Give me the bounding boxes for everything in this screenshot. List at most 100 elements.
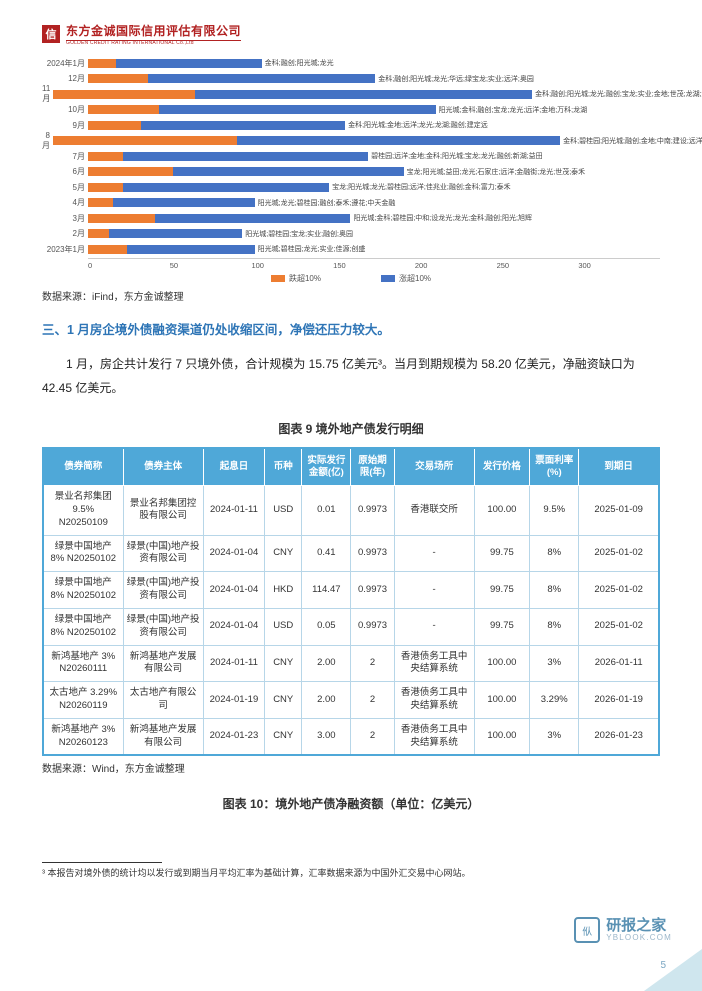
fig9-title: 图表 9 境外地产债发行明细 bbox=[42, 420, 660, 437]
table-cell: 3.29% bbox=[530, 682, 579, 719]
table-cell: 2024-01-04 bbox=[203, 572, 265, 609]
fig9-source: 数据来源：Wind，东方金诚整理 bbox=[42, 760, 660, 775]
table-cell: 8% bbox=[530, 535, 579, 572]
bar-seg-a bbox=[88, 152, 123, 161]
table-cell: 2.00 bbox=[302, 645, 351, 682]
table-header: 票面利率(%) bbox=[530, 448, 579, 486]
table-cell: 2025-01-09 bbox=[579, 486, 659, 535]
bar-seg-a bbox=[88, 74, 148, 83]
table-cell: 2024-01-11 bbox=[203, 645, 265, 682]
section-3-para: 1 月，房企共计发行 7 只境外债，合计规模为 15.75 亿美元³。当月到期规… bbox=[42, 352, 660, 400]
table-row: 太古地产 3.29% N20260119太古地产有限公司2024-01-19CN… bbox=[43, 682, 659, 719]
table-cell: USD bbox=[265, 486, 302, 535]
bar-seg-a bbox=[88, 245, 127, 254]
bar-seg-a bbox=[88, 167, 173, 176]
bar-end-label: 金科;融创;阳光城;龙光 bbox=[265, 58, 334, 68]
table-cell: - bbox=[394, 572, 474, 609]
chart-row: 2024年1月 金科;融创;阳光城;龙光 bbox=[42, 56, 660, 70]
y-axis-label: 2024年1月 bbox=[42, 58, 88, 69]
table-cell: 2024-01-11 bbox=[203, 486, 265, 535]
bar-end-label: 阳光城;碧桂园;龙光;实业;佳源;创盛 bbox=[258, 244, 366, 254]
company-name-en: GOLDEN CREDIT RATING INTERNATIONAL Co.,L… bbox=[66, 41, 241, 46]
legend-b: 涨超10% bbox=[381, 273, 431, 284]
table-cell: 新鸿基地产 3% N20260123 bbox=[43, 718, 123, 755]
table-row: 新鸿基地产 3% N20260123新鸿基地产发展有限公司2024-01-23C… bbox=[43, 718, 659, 755]
legend-a: 跌超10% bbox=[271, 273, 321, 284]
table-cell: 0.01 bbox=[302, 486, 351, 535]
chart-row: 2023年1月阳光城;碧桂园;龙光;实业;佳源;创盛 bbox=[42, 242, 660, 256]
corner-decor bbox=[644, 949, 702, 991]
table-cell: 景业名邦集团控股有限公司 bbox=[123, 486, 203, 535]
table-cell: 绿景中国地产 8% N20250102 bbox=[43, 535, 123, 572]
table-header: 债券简称 bbox=[43, 448, 123, 486]
table-cell: HKD bbox=[265, 572, 302, 609]
logo-text-wrap: 东方金诚国际信用评估有限公司 GOLDEN CREDIT RATING INTE… bbox=[66, 22, 241, 46]
table-cell: 香港联交所 bbox=[394, 486, 474, 535]
table-cell: 绿景中国地产 8% N20250102 bbox=[43, 608, 123, 645]
bar-seg-b bbox=[173, 167, 404, 176]
y-axis-label: 8月 bbox=[42, 131, 53, 151]
table-cell: CNY bbox=[265, 682, 302, 719]
bar-seg-b bbox=[113, 198, 255, 207]
table-cell: 太古地产有限公司 bbox=[123, 682, 203, 719]
watermark-sub: YBLOOK.COM bbox=[606, 933, 672, 942]
bar-seg-b bbox=[195, 90, 532, 99]
y-axis-label: 5月 bbox=[42, 182, 88, 193]
table-header: 原始期限(年) bbox=[351, 448, 394, 486]
y-axis-label: 12月 bbox=[42, 73, 88, 84]
bar-end-label: 阳光城;金科;碧桂园;中和;设龙光;龙光;金科;融创;阳光;旭辉 bbox=[353, 213, 532, 223]
section-3-title: 三、1 月房企境外债融资渠道仍处收缩区间，净偿还压力较大。 bbox=[42, 319, 660, 338]
bar-seg-b bbox=[127, 245, 255, 254]
watermark: 㐺 研报之家 YBLOOK.COM bbox=[574, 917, 672, 943]
bar-end-label: 阳光城;龙光;碧桂园;融创;泰禾;遵花;中天金融 bbox=[258, 198, 396, 208]
x-tick: 0 bbox=[88, 261, 170, 270]
bar-seg-a bbox=[88, 121, 141, 130]
table-cell: CNY bbox=[265, 645, 302, 682]
table-cell: 新鸿基地产 3% N20260111 bbox=[43, 645, 123, 682]
table-cell: 0.9973 bbox=[351, 572, 394, 609]
bar-end-label: 金科;碧桂园;阳光城;融创;金地;中南;建设;远洋;龙光;益田 bbox=[563, 136, 702, 146]
table-cell: 8% bbox=[530, 572, 579, 609]
x-tick: 250 bbox=[497, 261, 579, 270]
price-change-chart: 2024年1月金科;融创;阳光城;龙光12月金科;融创;阳光城;龙光;华远;绿宝… bbox=[42, 56, 660, 270]
chart-legend: 跌超10% 涨超10% bbox=[42, 273, 660, 284]
table-row: 新鸿基地产 3% N20260111新鸿基地产发展有限公司2024-01-11C… bbox=[43, 645, 659, 682]
table-cell: 新鸿基地产发展有限公司 bbox=[123, 645, 203, 682]
table-cell: 绿景(中国)地产投资有限公司 bbox=[123, 535, 203, 572]
table-cell: 2025-01-02 bbox=[579, 608, 659, 645]
x-tick: 50 bbox=[170, 261, 252, 270]
bar-end-label: 阳光城;金科;融创;宝龙;龙光;远洋;金地;万科;龙湖 bbox=[439, 105, 588, 115]
chart-row: 8月金科;碧桂园;阳光城;融创;金地;中南;建设;远洋;龙光;益田 bbox=[42, 134, 660, 148]
table-header: 币种 bbox=[265, 448, 302, 486]
table-cell: 99.75 bbox=[474, 572, 529, 609]
table-row: 绿景中国地产 8% N20250102绿景(中国)地产投资有限公司2024-01… bbox=[43, 535, 659, 572]
bar-end-label: 金科;阳光城;金地;远洋;龙光;龙湖;融创;建定远 bbox=[348, 120, 488, 130]
y-axis-label: 11月 bbox=[42, 84, 53, 104]
x-axis: 050100150200250300 bbox=[88, 258, 660, 270]
x-tick: 200 bbox=[415, 261, 497, 270]
bar-seg-b bbox=[123, 152, 368, 161]
fig10-title: 图表 10：境外地产债净融资额（单位：亿美元） bbox=[42, 795, 660, 812]
chart-row: 11月金科;融创;阳光城;龙光;融创;宝龙;实业;金地;世茂;龙湖;远洋 bbox=[42, 87, 660, 101]
bar-seg-a bbox=[53, 90, 195, 99]
chart-row: 2月阳光城;碧桂园;宝龙;实业;融创;奥园 bbox=[42, 227, 660, 241]
logo-icon: 信 bbox=[42, 25, 60, 43]
bar-seg-a bbox=[88, 183, 123, 192]
y-axis-label: 6月 bbox=[42, 166, 88, 177]
bar-seg-b bbox=[159, 105, 436, 114]
chart-row: 7月碧桂园;远洋;金地;金科;阳光城;宝龙;龙光;融创;新湖;益田 bbox=[42, 149, 660, 163]
bar-seg-a bbox=[88, 214, 155, 223]
table-row: 景业名邦集团 9.5% N20250109景业名邦集团控股有限公司2024-01… bbox=[43, 486, 659, 535]
chart-row: 5月宝龙;阳光城;龙光;碧桂园;远洋;佳兆业;融创;金科;富力;泰禾 bbox=[42, 180, 660, 194]
table-cell: 2026-01-19 bbox=[579, 682, 659, 719]
bar-seg-a bbox=[53, 136, 237, 145]
table-cell: 99.75 bbox=[474, 608, 529, 645]
table-cell: 0.05 bbox=[302, 608, 351, 645]
table-row: 绿景中国地产 8% N20250102绿景(中国)地产投资有限公司2024-01… bbox=[43, 608, 659, 645]
table-cell: 0.41 bbox=[302, 535, 351, 572]
bar-seg-b bbox=[109, 229, 242, 238]
table-cell: 114.47 bbox=[302, 572, 351, 609]
bar-seg-a bbox=[88, 105, 159, 114]
table-cell: 2024-01-04 bbox=[203, 608, 265, 645]
company-name: 东方金诚国际信用评估有限公司 bbox=[66, 22, 241, 41]
